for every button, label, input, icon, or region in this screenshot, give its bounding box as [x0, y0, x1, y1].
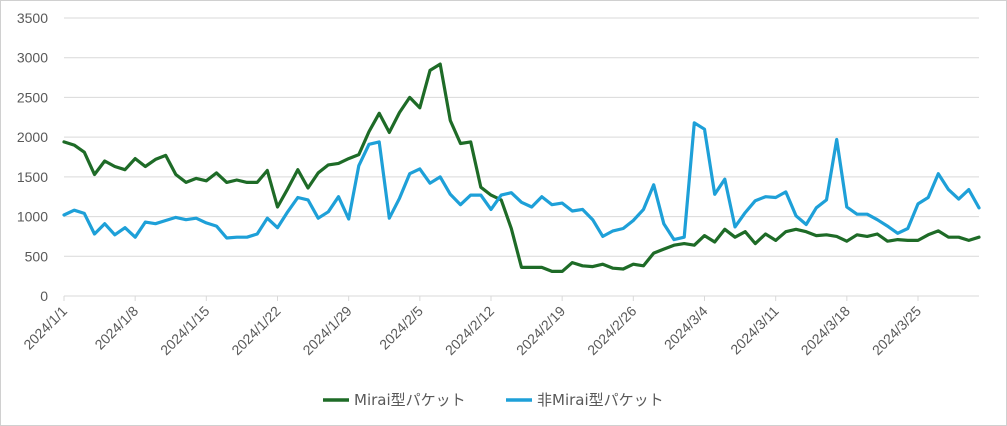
legend-label-0: Mirai型パケット	[354, 391, 466, 409]
y-tick-label: 2000	[17, 129, 48, 145]
legend: Mirai型パケット 非Mirai型パケット	[323, 391, 664, 409]
y-tick-label: 2500	[17, 89, 48, 105]
x-tick-label: 2024/3/25	[869, 303, 925, 359]
x-tick-label: 2024/1/15	[157, 303, 213, 359]
x-tick-label: 2024/3/18	[798, 303, 854, 359]
y-axis-ticks: 0 500 1000 1500 2000 2500 3000 3500	[17, 10, 48, 304]
y-tick-label: 500	[25, 248, 49, 264]
x-tick-label: 2024/3/4	[661, 303, 711, 353]
x-tick-label: 2024/2/19	[513, 303, 569, 359]
x-tick-label: 2024/1/1	[20, 303, 70, 353]
series-line-1	[62, 121, 981, 242]
y-tick-label: 1500	[17, 169, 48, 185]
gridlines	[64, 17, 979, 257]
x-tick-label: 2024/1/22	[228, 303, 284, 359]
y-tick-label: 1000	[17, 209, 48, 225]
x-tick-label: 2024/1/8	[91, 303, 141, 353]
x-tick-label: 2024/3/11	[727, 303, 782, 358]
y-tick-label: 0	[40, 288, 48, 304]
x-axis: 2024/1/1 2024/1/8 2024/1/15 2024/1/22 2024/1…	[20, 295, 979, 359]
y-tick-label: 3500	[17, 10, 48, 26]
x-tick-label: 2024/2/5	[376, 303, 426, 353]
x-tick-label: 2024/2/26	[584, 303, 640, 359]
legend-label-1: 非Mirai型パケット	[537, 391, 664, 409]
series-lines	[62, 62, 981, 273]
y-tick-label: 3000	[17, 50, 48, 66]
series-line-0	[62, 62, 981, 273]
x-tick-label: 2024/2/12	[442, 303, 498, 359]
x-tick-label: 2024/1/29	[299, 303, 355, 359]
